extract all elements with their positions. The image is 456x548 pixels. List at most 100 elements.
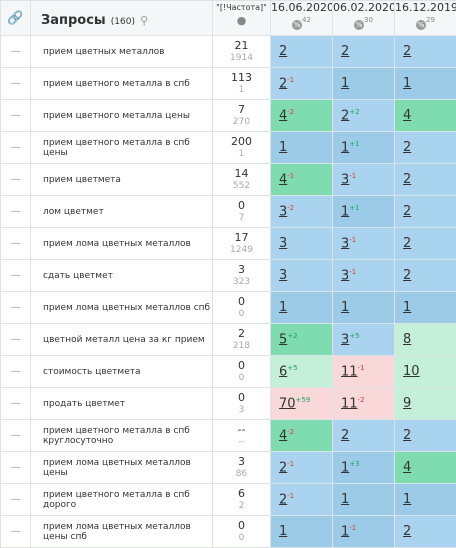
- row-toggle[interactable]: —: [1, 100, 31, 132]
- position[interactable]: 9: [403, 396, 411, 411]
- position[interactable]: 2: [403, 140, 411, 155]
- date-header[interactable]: 16.06.2020%42: [271, 1, 333, 36]
- row-toggle[interactable]: —: [1, 132, 31, 164]
- position-cell: 2-1: [271, 484, 333, 516]
- row-toggle[interactable]: —: [1, 516, 31, 548]
- position-cell: 9: [395, 388, 456, 420]
- position[interactable]: 3: [279, 268, 287, 283]
- position-change: -1: [349, 172, 356, 180]
- position[interactable]: 1: [403, 76, 411, 91]
- date-header[interactable]: 16.12.2019%29: [395, 1, 456, 36]
- badge: %42: [271, 14, 332, 30]
- frequency-secondary: 552: [213, 180, 270, 192]
- position[interactable]: 2: [403, 524, 411, 539]
- link-icon[interactable]: 🔗: [1, 1, 31, 36]
- row-toggle[interactable]: —: [1, 324, 31, 356]
- position[interactable]: 1: [341, 76, 349, 91]
- position-change: -1: [287, 492, 294, 500]
- position[interactable]: 1: [279, 140, 287, 155]
- frequency-header[interactable]: "[!Частота]"●: [213, 1, 271, 36]
- position[interactable]: 70: [279, 396, 296, 411]
- position[interactable]: 2: [341, 44, 349, 59]
- query-header[interactable]: Запросы (160) ⚲: [31, 1, 213, 36]
- frequency-secondary: 1: [213, 84, 270, 96]
- frequency-secondary: 86: [213, 468, 270, 480]
- frequency-value: 0: [213, 296, 270, 308]
- position-change: +5: [287, 364, 297, 372]
- position[interactable]: 2: [279, 44, 287, 59]
- position[interactable]: 1: [403, 300, 411, 315]
- query: прием цветного металла цены: [31, 100, 213, 132]
- position[interactable]: 2: [403, 236, 411, 251]
- row-toggle[interactable]: —: [1, 356, 31, 388]
- position[interactable]: 2: [403, 428, 411, 443]
- row-toggle[interactable]: —: [1, 228, 31, 260]
- position[interactable]: 2: [403, 204, 411, 219]
- position-cell: 2: [333, 420, 395, 452]
- date-header[interactable]: 06.02.2020%30: [333, 1, 395, 36]
- position[interactable]: 4: [403, 108, 411, 123]
- row-toggle[interactable]: —: [1, 452, 31, 484]
- row-toggle[interactable]: —: [1, 164, 31, 196]
- position[interactable]: 11: [341, 396, 358, 411]
- position[interactable]: 1: [341, 492, 349, 507]
- position[interactable]: 10: [403, 364, 420, 379]
- position[interactable]: 3: [279, 236, 287, 251]
- position-change: +3: [349, 460, 359, 468]
- frequency-secondary: 1249: [213, 244, 270, 256]
- query: продать цветмет: [31, 388, 213, 420]
- row: —прием цветного металла в спб круглосуто…: [1, 420, 456, 452]
- position[interactable]: 11: [341, 364, 358, 379]
- position-cell: 11-1: [333, 356, 395, 388]
- frequency-value: 0: [213, 200, 270, 212]
- frequency-secondary: 323: [213, 276, 270, 288]
- position[interactable]: 2: [403, 268, 411, 283]
- row-toggle[interactable]: —: [1, 196, 31, 228]
- position[interactable]: 1: [279, 524, 287, 539]
- date: 16.12.2019: [395, 1, 456, 14]
- position-cell: 4-2: [271, 420, 333, 452]
- row-toggle[interactable]: —: [1, 420, 31, 452]
- query: прием цветных металлов: [31, 36, 213, 68]
- position-change: -2: [358, 396, 365, 404]
- position[interactable]: 4: [403, 460, 411, 475]
- frequency-value: 2: [213, 328, 270, 340]
- position[interactable]: 1: [341, 300, 349, 315]
- position-cell: 1: [333, 292, 395, 324]
- row-toggle[interactable]: —: [1, 36, 31, 68]
- row-toggle[interactable]: —: [1, 68, 31, 100]
- position[interactable]: 2: [403, 172, 411, 187]
- position-cell: 1: [395, 68, 456, 100]
- frequency-value: 21: [213, 40, 270, 52]
- query: прием цветного металла в спб: [31, 68, 213, 100]
- frequency-value: 0: [213, 360, 270, 372]
- position-change: +59: [296, 396, 311, 404]
- search-icon[interactable]: ⚲: [140, 14, 148, 27]
- row-toggle[interactable]: —: [1, 292, 31, 324]
- row-toggle[interactable]: —: [1, 388, 31, 420]
- row-toggle[interactable]: —: [1, 484, 31, 516]
- position[interactable]: 8: [403, 332, 411, 347]
- row-toggle[interactable]: —: [1, 260, 31, 292]
- position[interactable]: 2: [403, 44, 411, 59]
- position-cell: 6+5: [271, 356, 333, 388]
- position[interactable]: 2: [341, 428, 349, 443]
- position[interactable]: 1: [279, 300, 287, 315]
- position[interactable]: 1: [403, 492, 411, 507]
- frequency: ----: [213, 420, 271, 452]
- query: стоимость цветмета: [31, 356, 213, 388]
- frequency-value: 0: [213, 392, 270, 404]
- position-cell: 1: [333, 68, 395, 100]
